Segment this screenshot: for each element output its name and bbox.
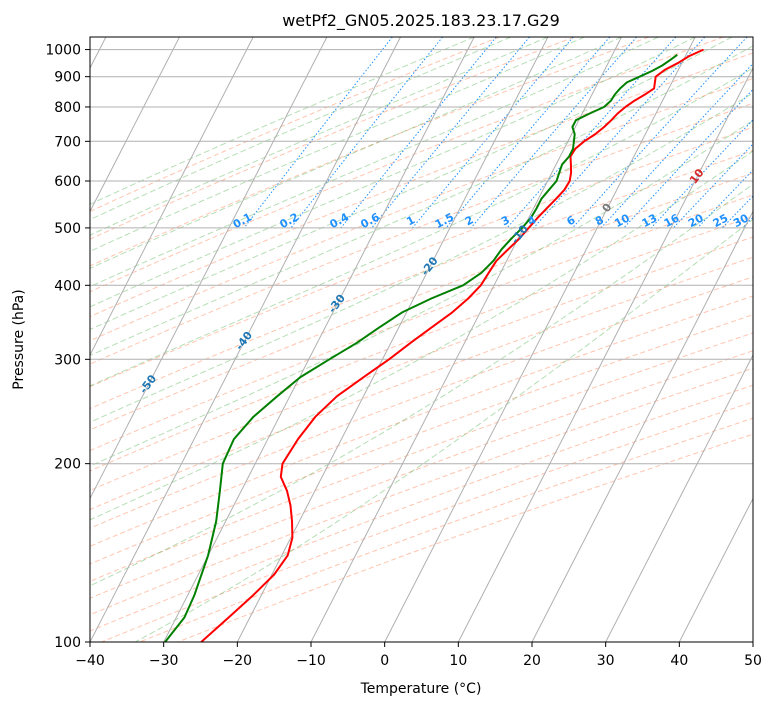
mixing-ratio-line — [506, 37, 677, 229]
dry-adiabat — [90, 126, 753, 388]
dry-adiabat — [90, 295, 753, 547]
y-axis-label: Pressure (hPa) — [11, 289, 27, 389]
mixing-ratio-line — [412, 37, 574, 229]
y-tick-label: 400 — [54, 278, 81, 294]
mixing-ratio-line — [243, 37, 393, 229]
dry-adiabat — [90, 236, 753, 491]
dry-adiabat — [90, 37, 724, 293]
moist-adiabat — [90, 92, 753, 423]
moist-adiabat — [90, 67, 753, 387]
mixing-ratio-label: 25 — [711, 211, 731, 230]
y-tick-label: 100 — [54, 635, 81, 651]
dry-adiabat — [90, 215, 753, 472]
moist-adiabat — [90, 37, 733, 331]
mixing-ratio-label: 10 — [612, 211, 632, 230]
x-tick-label: 10 — [449, 653, 467, 669]
isotherm-line — [90, 37, 180, 213]
dry-adiabat — [90, 37, 649, 267]
dry-adiabat — [90, 332, 753, 582]
dry-adiabat — [90, 314, 753, 565]
x-tick-label: 20 — [523, 653, 541, 669]
isotherm-line — [678, 497, 753, 642]
x-tick-label: −40 — [75, 653, 105, 669]
isotherm-line — [90, 37, 401, 642]
y-tick-label: 600 — [54, 174, 81, 190]
y-tick-label: 900 — [54, 70, 81, 86]
chart-title: wetPf2_GN05.2025.183.23.17.G29 — [282, 11, 560, 31]
mixing-ratio-line — [650, 119, 753, 229]
x-tick-label: 50 — [744, 653, 762, 669]
isotherm-line — [90, 37, 328, 500]
x-tick-label: 0 — [380, 653, 389, 669]
dewpoint-line — [164, 53, 678, 642]
moist-adiabat — [90, 37, 475, 205]
moist-adiabat — [135, 218, 753, 642]
mixing-ratio-line — [572, 37, 748, 229]
y-tick-label: 200 — [54, 457, 81, 473]
dry-adiabat — [90, 52, 753, 318]
dry-adiabat — [90, 367, 753, 616]
x-tick-label: −20 — [223, 653, 253, 669]
moist-adiabat — [90, 150, 753, 521]
isotherm-line — [163, 37, 475, 642]
moist-adiabat — [90, 45, 753, 357]
dry-adiabat — [90, 276, 753, 529]
mixing-ratio-label: 13 — [640, 211, 660, 230]
mixing-ratio-line — [371, 37, 530, 229]
isotherm-line — [236, 37, 549, 642]
mixing-ratio-label: 20 — [686, 211, 706, 230]
y-tick-label: 300 — [54, 352, 81, 368]
isotherm-line — [310, 37, 622, 642]
y-tick-label: 700 — [54, 134, 81, 150]
moist-adiabat — [90, 37, 659, 288]
moist-adiabat — [90, 119, 753, 467]
dry-adiabat — [90, 37, 575, 240]
dry-adiabat — [90, 102, 753, 365]
axes: −40 −30 −20 −10 0 10 20 30 40 50 1000 900 800 700 600 5… — [45, 43, 762, 669]
dry-adiabat — [90, 172, 753, 431]
dry-adiabat — [90, 350, 753, 599]
y-tick-label: 1000 — [45, 43, 81, 59]
plot-frame — [89, 36, 754, 643]
isotherm-line — [457, 66, 753, 642]
isotherm-line — [531, 210, 753, 642]
x-tick-label: 40 — [670, 653, 688, 669]
isotherm-line — [90, 37, 254, 357]
y-tick-label: 800 — [54, 100, 81, 116]
y-tick-label: 500 — [54, 221, 81, 237]
dry-adiabat — [90, 77, 753, 342]
temperature-line — [200, 48, 704, 642]
dry-adiabat — [90, 37, 500, 212]
mixing-ratio-label: 30 — [731, 211, 751, 230]
grid-lines — [90, 37, 753, 642]
x-axis-label: Temperature (°C) — [360, 681, 482, 697]
x-tick-label: −10 — [296, 653, 326, 669]
isotherm-line — [384, 37, 696, 642]
isotherm-line — [605, 353, 753, 642]
dry-adiabat — [90, 256, 753, 511]
x-tick-label: 30 — [597, 653, 615, 669]
moist-adiabat — [90, 183, 753, 587]
sounding-profiles — [164, 48, 704, 642]
mixing-ratio-line — [697, 169, 753, 229]
moist-adiabat — [90, 37, 512, 221]
x-tick-label: −30 — [149, 653, 179, 669]
dry-adiabat — [90, 384, 753, 632]
mixing-ratio-label: 16 — [662, 211, 682, 230]
